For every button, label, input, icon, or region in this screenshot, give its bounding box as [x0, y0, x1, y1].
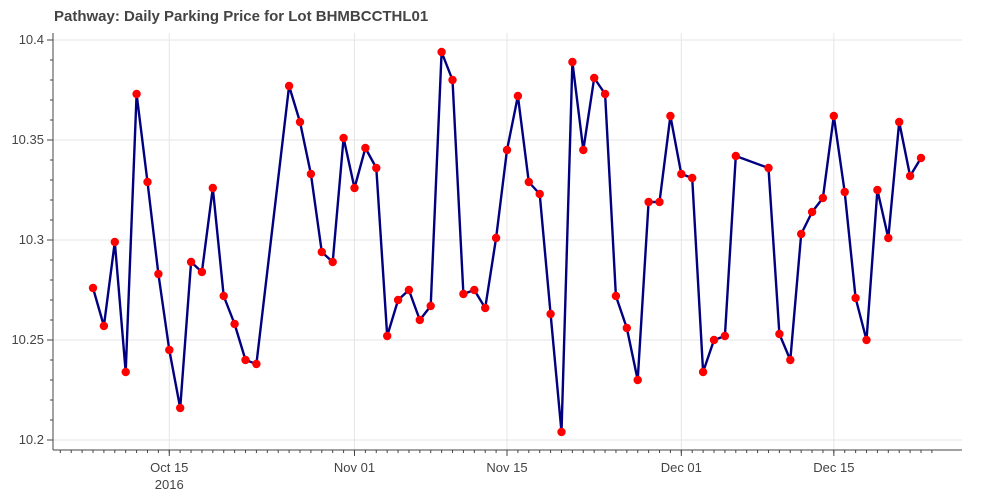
data-point	[426, 301, 435, 311]
x-tick-label: Dec 01	[661, 460, 702, 475]
data-point	[764, 163, 773, 173]
y-tick-label: 10.2	[19, 432, 44, 447]
data-point	[350, 183, 359, 193]
data-point	[372, 163, 381, 173]
data-point	[568, 57, 577, 67]
data-point	[339, 133, 348, 143]
data-point	[470, 285, 479, 295]
data-point	[361, 143, 370, 153]
data-point	[88, 283, 98, 293]
data-point	[895, 117, 904, 127]
data-point	[851, 293, 860, 303]
data-point	[295, 117, 305, 127]
data-point	[481, 303, 490, 313]
data-point	[176, 403, 185, 413]
data-point	[622, 323, 631, 333]
data-point	[862, 335, 871, 345]
data-point	[99, 321, 109, 331]
data-point	[328, 257, 337, 267]
data-point	[186, 257, 196, 267]
y-tick-label: 10.4	[19, 32, 44, 47]
data-point	[709, 335, 719, 345]
data-point	[393, 295, 403, 305]
x-tick-label: Nov 15	[486, 460, 527, 475]
data-point	[230, 319, 239, 329]
data-point	[415, 315, 424, 325]
data-point	[252, 359, 261, 369]
data-point	[731, 151, 740, 161]
data-point	[546, 309, 555, 319]
data-point	[448, 75, 457, 85]
data-point	[579, 145, 588, 155]
data-point	[110, 237, 120, 247]
data-point	[905, 171, 915, 181]
y-tick-label: 10.25	[11, 332, 44, 347]
data-point	[306, 169, 316, 179]
data-point	[600, 89, 610, 99]
data-point	[644, 197, 653, 207]
data-point	[720, 331, 730, 341]
data-point	[666, 111, 675, 121]
data-point	[491, 233, 501, 243]
data-point	[383, 331, 392, 341]
data-point	[688, 173, 697, 183]
data-point	[611, 291, 621, 301]
data-point	[797, 229, 806, 239]
data-point	[154, 269, 163, 279]
data-point	[317, 247, 326, 257]
y-tick-label: 10.3	[19, 232, 44, 247]
data-point	[775, 329, 784, 339]
data-point	[459, 289, 468, 299]
chart-title: Pathway: Daily Parking Price for Lot BHM…	[54, 8, 429, 25]
x-tick-label: Oct 15	[150, 460, 188, 475]
axes: 10.2 10.25 10.3 10.35 10.4 Oct 15 2016 Nov 01 No…	[11, 32, 962, 492]
data-point	[165, 345, 174, 355]
x-tick-label: Dec 15	[813, 460, 854, 475]
data-point	[557, 427, 566, 437]
data-point	[590, 73, 599, 83]
data-point	[143, 177, 152, 187]
data-point	[698, 367, 708, 377]
data-point	[840, 187, 849, 197]
series	[88, 47, 926, 437]
x-tick-sublabel: 2016	[155, 477, 184, 492]
data-point	[916, 153, 926, 163]
data-point	[655, 197, 664, 207]
data-point	[502, 145, 512, 155]
data-point	[284, 81, 294, 91]
grid	[53, 33, 962, 450]
data-point	[786, 355, 795, 365]
x-tick-label: Nov 01	[334, 460, 375, 475]
data-point	[829, 111, 838, 121]
data-point	[219, 291, 228, 301]
data-point	[633, 375, 642, 385]
data-point	[524, 177, 533, 187]
data-point	[404, 285, 414, 295]
data-point	[677, 169, 686, 179]
data-point	[535, 189, 544, 199]
data-point	[818, 193, 828, 203]
data-point	[807, 207, 817, 217]
data-point	[884, 233, 893, 243]
y-tick-label: 10.35	[11, 132, 44, 147]
data-point	[208, 183, 217, 193]
data-point	[121, 367, 130, 377]
data-point	[197, 267, 207, 277]
data-point	[873, 185, 882, 195]
data-point	[437, 47, 446, 57]
data-point	[132, 89, 141, 99]
data-point	[513, 91, 523, 101]
data-point	[241, 355, 250, 365]
